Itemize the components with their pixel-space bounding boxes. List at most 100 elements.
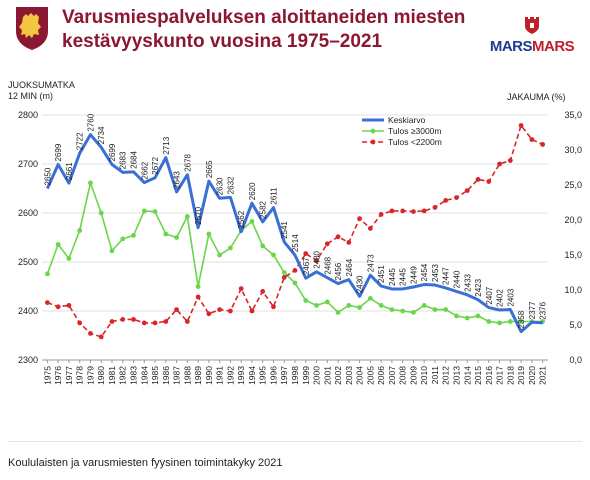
- point-red: [303, 251, 309, 256]
- left-axis-title-line-2: 12 MIN (m): [8, 91, 53, 101]
- left-axis-title-line-1: JUOKSUMATKA: [8, 80, 75, 90]
- data-label-mean: 2562: [237, 210, 246, 228]
- x-tick-label: 1976: [53, 366, 63, 385]
- point-red: [238, 286, 244, 291]
- point-red: [281, 275, 287, 280]
- data-label-mean: 2453: [431, 264, 440, 282]
- x-tick-label: 2000: [312, 366, 322, 385]
- y-right-tick-label: 0,0: [569, 355, 582, 365]
- point-green: [88, 180, 93, 186]
- data-label-mean: 2611: [269, 187, 278, 205]
- point-red: [174, 307, 179, 312]
- point-green: [486, 319, 492, 324]
- x-tick-label: 1993: [236, 366, 246, 385]
- point-red: [152, 320, 158, 326]
- x-tick-label: 1989: [193, 366, 203, 385]
- x-tick-label: 2020: [527, 366, 537, 385]
- data-label-mean: 2423: [474, 278, 483, 296]
- point-red: [131, 317, 136, 322]
- point-red: [464, 188, 470, 194]
- point-red: [518, 123, 524, 128]
- data-label-mean: 2377: [528, 301, 537, 319]
- point-green: [141, 208, 147, 214]
- brand-logo: MARSMARS: [486, 14, 578, 58]
- x-tick-label: 1980: [96, 366, 106, 385]
- x-tick-label: 2014: [462, 366, 472, 385]
- point-red: [314, 258, 319, 263]
- data-label-mean: 2570: [194, 206, 203, 224]
- right-axis-title: JAKAUMA (%): [507, 92, 566, 102]
- point-green: [378, 303, 384, 308]
- point-red: [292, 268, 298, 273]
- data-label-mean: 2643: [173, 171, 182, 189]
- point-green: [260, 243, 266, 249]
- point-green: [206, 231, 212, 237]
- data-label-mean: 2440: [452, 270, 461, 288]
- point-red: [389, 208, 395, 214]
- point-green: [292, 280, 298, 286]
- data-label-mean: 2456: [334, 262, 343, 280]
- point-green: [163, 231, 169, 237]
- point-red: [120, 317, 126, 322]
- point-red: [507, 158, 513, 163]
- y-right-tick-label: 30,0: [564, 145, 582, 155]
- x-tick-label: 2012: [441, 366, 451, 385]
- castle-icon: [525, 17, 539, 34]
- x-tick-label: 2021: [538, 366, 548, 385]
- point-green: [55, 242, 61, 247]
- point-red: [195, 294, 201, 300]
- data-label-mean: 2403: [506, 288, 515, 306]
- point-red: [271, 304, 276, 310]
- y-left-tick-label: 2800: [18, 110, 38, 120]
- x-tick-label: 2003: [344, 366, 354, 385]
- data-label-mean: 2734: [97, 126, 106, 144]
- point-green: [314, 303, 319, 308]
- point-green: [195, 284, 201, 289]
- point-green: [346, 303, 352, 308]
- y-right-tick-label: 15,0: [564, 250, 582, 260]
- x-tick-label: 1990: [204, 366, 214, 385]
- x-tick-label: 1984: [139, 366, 149, 385]
- point-red: [66, 303, 72, 308]
- point-red: [540, 142, 546, 147]
- data-label-mean: 2665: [205, 160, 214, 178]
- point-red: [55, 304, 61, 310]
- point-green: [98, 210, 104, 216]
- brand-part-2: MARS: [532, 38, 575, 55]
- legend-swatch-dot: [370, 139, 376, 145]
- data-label-mean: 2430: [356, 275, 365, 293]
- line-chart: 2300 2400 2500 2600 2700 2800 0,0 5,0 10,0 15,0 20…: [18, 110, 582, 385]
- data-label-mean: 2514: [291, 234, 300, 252]
- x-tick-label: 2005: [365, 366, 375, 385]
- point-green: [357, 305, 362, 310]
- data-label-mean: 2358: [517, 310, 526, 328]
- brand-wordmark: MARSMARS: [486, 38, 578, 55]
- x-tick-label: 1987: [172, 366, 182, 385]
- x-tick-label: 2016: [484, 366, 494, 385]
- data-label-mean: 2722: [76, 132, 85, 150]
- x-tick-label: 1997: [279, 366, 289, 385]
- point-red: [486, 179, 492, 184]
- y-left-tick-label: 2400: [18, 306, 38, 316]
- x-tick-label: 2017: [495, 366, 505, 385]
- point-green: [152, 209, 158, 215]
- x-tick-label: 2010: [419, 366, 429, 385]
- legend-label: Tulos ≥3000m: [388, 126, 442, 136]
- y-right-tick-label: 10,0: [564, 285, 582, 295]
- x-tick-label: 1994: [247, 366, 257, 385]
- point-red: [141, 320, 147, 326]
- point-green: [389, 307, 395, 312]
- point-red: [184, 319, 190, 324]
- data-label-mean: 2407: [485, 286, 494, 304]
- x-tick-label: 1978: [75, 366, 85, 385]
- point-red: [88, 331, 93, 336]
- point-red: [357, 216, 362, 222]
- data-label-mean: 2620: [248, 182, 257, 200]
- data-label-mean: 2454: [420, 263, 429, 281]
- point-red: [249, 308, 255, 314]
- x-tick-label: 2015: [473, 366, 483, 385]
- point-green: [44, 271, 50, 277]
- point-red: [400, 208, 406, 214]
- point-green: [228, 245, 233, 251]
- point-red: [260, 289, 266, 294]
